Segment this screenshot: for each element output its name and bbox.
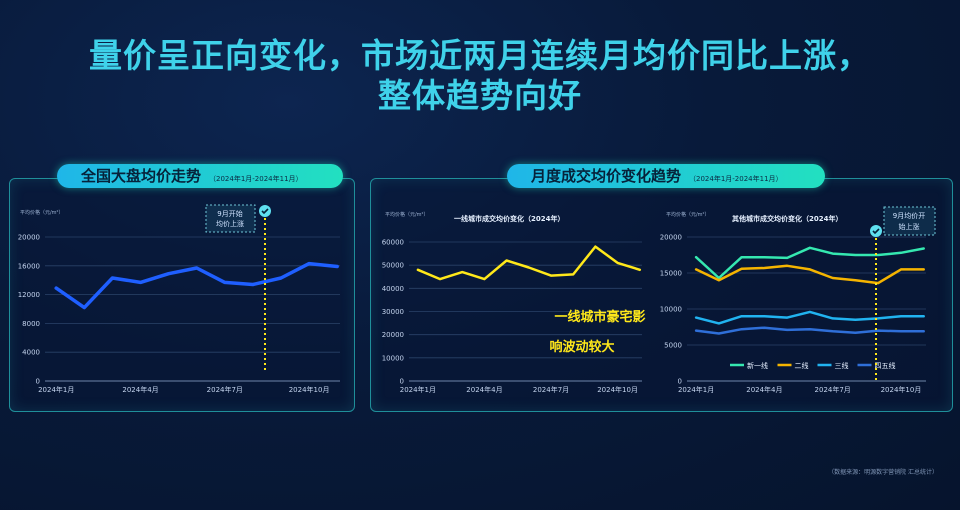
chart1-note-line1: 9月开始 bbox=[217, 209, 242, 218]
monthly-panel-date-range: （2024年1月-2024年11月） bbox=[689, 175, 783, 183]
chart2-x-tick-label: 2024年7月 bbox=[533, 385, 569, 394]
monthly-price-panel bbox=[370, 178, 953, 412]
chart1-y-tick-label: 20000 bbox=[18, 234, 40, 242]
chart3-series-line-3 bbox=[694, 310, 925, 325]
chart3-note-line1: 9月均价开 bbox=[893, 211, 925, 220]
chart3-x-tick-label: 2024年4月 bbox=[746, 385, 782, 394]
chart2-y-tick-label: 40000 bbox=[382, 285, 404, 293]
chart3-legend-label: 四五线 bbox=[875, 361, 896, 370]
chart3-y-tick-label: 10000 bbox=[660, 306, 682, 314]
tier1-annotation-line2: 响波动较大 bbox=[549, 339, 614, 355]
headline-line-1: 量价呈正向变化，市场近两月连续月均价同比上涨， bbox=[89, 36, 871, 75]
chart2-title: 一线城市成交均价变化（2024年） bbox=[454, 214, 564, 223]
chart1-y-tick-label: 0 bbox=[36, 378, 40, 386]
headline-line-2: 整体趋势向好 bbox=[378, 76, 582, 115]
chart3-y-tick-label: 20000 bbox=[660, 234, 682, 242]
chart3-x-tick-label: 2024年7月 bbox=[815, 385, 851, 394]
tier1-annotation-line1: 一线城市豪宅影 bbox=[554, 309, 645, 325]
chart3-note-box bbox=[883, 206, 936, 236]
chart1-check-mark bbox=[261, 208, 269, 215]
chart2-y-tick-label: 20000 bbox=[382, 331, 404, 339]
chart1-note-box bbox=[205, 204, 256, 233]
chart2-x-tick-label: 2024年1月 bbox=[400, 385, 436, 394]
chart1-y-tick-label: 16000 bbox=[18, 262, 40, 270]
chart2-y-tick-label: 60000 bbox=[382, 239, 404, 247]
chart1-unit-label: 平均价格（元/m²） bbox=[20, 209, 64, 216]
chart1-y-tick-label: 8000 bbox=[22, 320, 40, 328]
chart3-series-line-4 bbox=[694, 326, 925, 335]
chart3-y-tick-label: 5000 bbox=[664, 342, 682, 350]
national-panel-date-range: （2024年1月-2024年11月） bbox=[209, 175, 303, 183]
chart3-legend-label: 三线 bbox=[835, 361, 849, 370]
chart3-unit-label: 平均价格（元/m²） bbox=[666, 211, 710, 218]
chart2-x-tick-label: 2024年4月 bbox=[466, 385, 502, 394]
chart1-y-tick-label: 12000 bbox=[18, 291, 40, 299]
chart3-series-line-2 bbox=[694, 264, 925, 285]
chart3-legend-label: 新一线 bbox=[747, 361, 768, 370]
national-panel-title-text: 全国大盘均价走势 bbox=[81, 167, 202, 185]
chart3-note-line2: 始上涨 bbox=[899, 222, 920, 231]
national-price-panel-title: 全国大盘均价走势 （2024年1月-2024年11月） bbox=[57, 164, 343, 188]
chart3-check-mark bbox=[872, 228, 880, 235]
chart3-legend-label: 二线 bbox=[795, 361, 809, 370]
monthly-price-panel-title: 月度成交均价变化趋势 （2024年1月-2024年11月） bbox=[507, 164, 825, 188]
chart3-series-line-1 bbox=[694, 246, 925, 280]
chart2-series-line-1 bbox=[416, 245, 642, 281]
chart3-y-tick-label: 0 bbox=[678, 378, 682, 386]
chart2-y-tick-label: 50000 bbox=[382, 262, 404, 270]
chart3-x-tick-label: 2024年1月 bbox=[678, 385, 714, 394]
chart1-x-tick-label: 2024年7月 bbox=[207, 385, 243, 394]
data-source-note: （数据来源：明源数字营销院 汇总统计） bbox=[828, 469, 938, 476]
chart2-x-tick-label: 2024年10月 bbox=[597, 385, 638, 394]
chart1-x-tick-label: 2024年10月 bbox=[289, 385, 330, 394]
chart2-y-tick-label: 0 bbox=[400, 378, 404, 386]
chart1-x-tick-label: 2024年4月 bbox=[122, 385, 158, 394]
chart1-series-line-1 bbox=[54, 261, 339, 310]
chart1-x-tick-label: 2024年1月 bbox=[38, 385, 74, 394]
chart2-y-tick-label: 10000 bbox=[382, 354, 404, 362]
chart1-note-line2: 均价上涨 bbox=[216, 219, 244, 228]
chart2-y-tick-label: 30000 bbox=[382, 308, 404, 316]
monthly-panel-title-text: 月度成交均价变化趋势 bbox=[531, 167, 682, 185]
chart1-y-tick-label: 4000 bbox=[22, 349, 40, 357]
chart2-unit-label: 平均价格（元/m²） bbox=[385, 211, 429, 218]
chart3-y-tick-label: 15000 bbox=[660, 270, 682, 278]
chart3-title: 其他城市成交均价变化（2024年） bbox=[732, 214, 842, 223]
chart3-x-tick-label: 2024年10月 bbox=[881, 385, 922, 394]
